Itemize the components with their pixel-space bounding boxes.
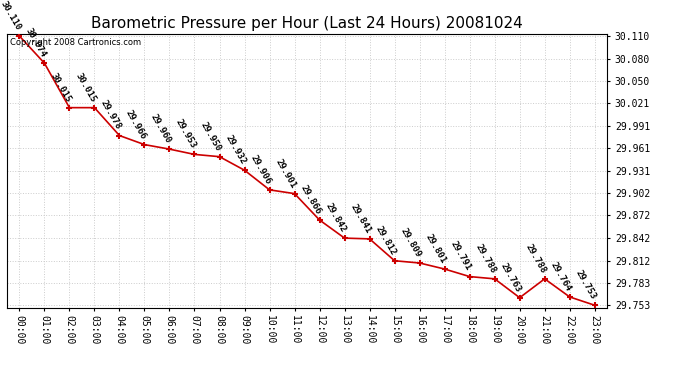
Text: 29.953: 29.953 [173, 118, 197, 150]
Text: 29.866: 29.866 [298, 183, 322, 216]
Text: 29.841: 29.841 [348, 202, 373, 235]
Text: 29.763: 29.763 [498, 261, 522, 294]
Text: 30.074: 30.074 [23, 27, 47, 59]
Text: 29.950: 29.950 [198, 120, 222, 153]
Text: 30.015: 30.015 [48, 71, 72, 104]
Text: 29.788: 29.788 [524, 242, 547, 274]
Text: 29.812: 29.812 [373, 224, 397, 256]
Text: 29.901: 29.901 [273, 157, 297, 189]
Text: 30.110: 30.110 [0, 0, 22, 32]
Text: Copyright 2008 Cartronics.com: Copyright 2008 Cartronics.com [10, 38, 141, 47]
Text: 29.801: 29.801 [424, 232, 447, 265]
Text: 29.906: 29.906 [248, 153, 273, 186]
Text: 29.753: 29.753 [573, 268, 598, 301]
Title: Barometric Pressure per Hour (Last 24 Hours) 20081024: Barometric Pressure per Hour (Last 24 Ho… [91, 16, 523, 31]
Text: 29.960: 29.960 [148, 112, 172, 145]
Text: 29.809: 29.809 [398, 226, 422, 259]
Text: 29.932: 29.932 [224, 134, 247, 166]
Text: 29.791: 29.791 [448, 240, 473, 272]
Text: 29.966: 29.966 [124, 108, 147, 141]
Text: 30.015: 30.015 [73, 71, 97, 104]
Text: 29.788: 29.788 [473, 242, 497, 274]
Text: 29.842: 29.842 [324, 201, 347, 234]
Text: 29.764: 29.764 [549, 260, 573, 293]
Text: 29.978: 29.978 [98, 99, 122, 131]
